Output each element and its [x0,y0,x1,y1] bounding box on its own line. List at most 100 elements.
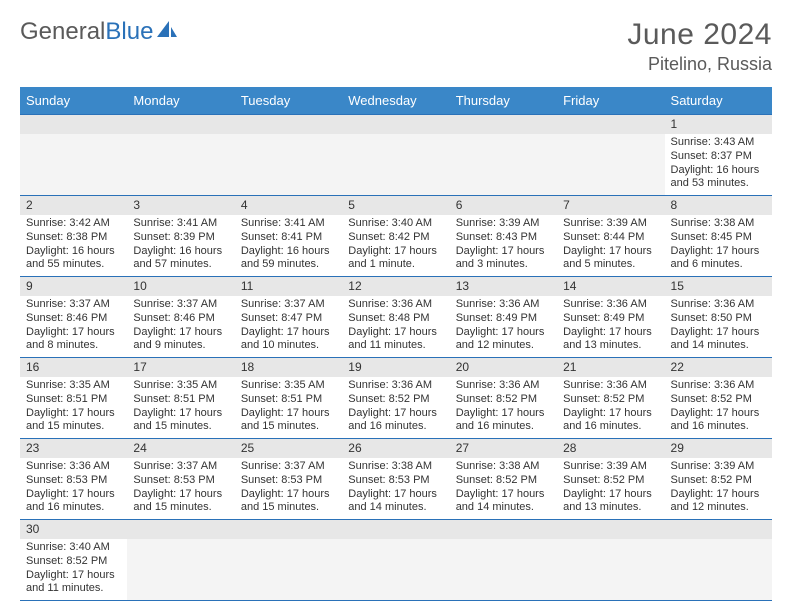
sunset-text: Sunset: 8:53 PM [241,474,336,488]
sunrise-text: Sunrise: 3:38 AM [348,460,443,474]
daylight-text: Daylight: 17 hours and 12 minutes. [456,326,551,354]
cell-body: Sunrise: 3:40 AMSunset: 8:42 PMDaylight:… [342,215,449,276]
cell-body: Sunrise: 3:36 AMSunset: 8:52 PMDaylight:… [450,377,557,438]
cell-body: Sunrise: 3:39 AMSunset: 8:52 PMDaylight:… [665,458,772,519]
sunrise-text: Sunrise: 3:43 AM [671,136,766,150]
calendar-cell: 13Sunrise: 3:36 AMSunset: 8:49 PMDayligh… [450,277,557,358]
day-number [342,115,449,134]
calendar-cell: 16Sunrise: 3:35 AMSunset: 8:51 PMDayligh… [20,358,127,439]
sunset-text: Sunset: 8:37 PM [671,150,766,164]
cell-body: Sunrise: 3:41 AMSunset: 8:39 PMDaylight:… [127,215,234,276]
calendar-table: Sunday Monday Tuesday Wednesday Thursday… [20,87,772,601]
sunrise-text: Sunrise: 3:37 AM [133,298,228,312]
day-number [557,520,664,539]
day-number [235,520,342,539]
daylight-text: Daylight: 17 hours and 11 minutes. [26,569,121,597]
day-number [127,520,234,539]
daylight-text: Daylight: 17 hours and 1 minute. [348,245,443,273]
sunrise-text: Sunrise: 3:38 AM [671,217,766,231]
cell-body: Sunrise: 3:43 AMSunset: 8:37 PMDaylight:… [665,134,772,195]
daylight-text: Daylight: 17 hours and 14 minutes. [671,326,766,354]
sunset-text: Sunset: 8:45 PM [671,231,766,245]
calendar-cell: 9Sunrise: 3:37 AMSunset: 8:46 PMDaylight… [20,277,127,358]
calendar-cell: 4Sunrise: 3:41 AMSunset: 8:41 PMDaylight… [235,196,342,277]
sunrise-text: Sunrise: 3:36 AM [456,298,551,312]
sunset-text: Sunset: 8:52 PM [671,393,766,407]
daylight-text: Daylight: 16 hours and 55 minutes. [26,245,121,273]
weekday-header: Wednesday [342,87,449,115]
sunset-text: Sunset: 8:46 PM [26,312,121,326]
day-number: 20 [450,358,557,377]
calendar-cell: 3Sunrise: 3:41 AMSunset: 8:39 PMDaylight… [127,196,234,277]
cell-body: Sunrise: 3:37 AMSunset: 8:53 PMDaylight:… [235,458,342,519]
cell-body: Sunrise: 3:36 AMSunset: 8:53 PMDaylight:… [20,458,127,519]
calendar-cell [665,520,772,601]
day-number [20,115,127,134]
cell-body: Sunrise: 3:37 AMSunset: 8:53 PMDaylight:… [127,458,234,519]
day-number: 16 [20,358,127,377]
sunset-text: Sunset: 8:53 PM [133,474,228,488]
day-number: 21 [557,358,664,377]
sunset-text: Sunset: 8:48 PM [348,312,443,326]
sunset-text: Sunset: 8:52 PM [348,393,443,407]
sunset-text: Sunset: 8:39 PM [133,231,228,245]
daylight-text: Daylight: 17 hours and 10 minutes. [241,326,336,354]
cell-body: Sunrise: 3:39 AMSunset: 8:52 PMDaylight:… [557,458,664,519]
cell-body: Sunrise: 3:37 AMSunset: 8:47 PMDaylight:… [235,296,342,357]
calendar-cell [342,520,449,601]
day-number: 7 [557,196,664,215]
sunrise-text: Sunrise: 3:37 AM [26,298,121,312]
sunset-text: Sunset: 8:43 PM [456,231,551,245]
daylight-text: Daylight: 17 hours and 15 minutes. [26,407,121,435]
calendar-cell: 30Sunrise: 3:40 AMSunset: 8:52 PMDayligh… [20,520,127,601]
sunrise-text: Sunrise: 3:42 AM [26,217,121,231]
daylight-text: Daylight: 17 hours and 15 minutes. [241,488,336,516]
day-number: 23 [20,439,127,458]
calendar-cell: 11Sunrise: 3:37 AMSunset: 8:47 PMDayligh… [235,277,342,358]
calendar-cell: 18Sunrise: 3:35 AMSunset: 8:51 PMDayligh… [235,358,342,439]
calendar-cell: 12Sunrise: 3:36 AMSunset: 8:48 PMDayligh… [342,277,449,358]
day-number [557,115,664,134]
calendar-row: 1Sunrise: 3:43 AMSunset: 8:37 PMDaylight… [20,115,772,196]
calendar-cell [235,520,342,601]
calendar-cell: 2Sunrise: 3:42 AMSunset: 8:38 PMDaylight… [20,196,127,277]
calendar-cell [20,115,127,196]
calendar-cell [127,115,234,196]
sunset-text: Sunset: 8:52 PM [671,474,766,488]
sunrise-text: Sunrise: 3:36 AM [563,379,658,393]
day-number [450,115,557,134]
sunrise-text: Sunrise: 3:39 AM [671,460,766,474]
calendar-cell: 14Sunrise: 3:36 AMSunset: 8:49 PMDayligh… [557,277,664,358]
day-number: 3 [127,196,234,215]
weekday-header: Friday [557,87,664,115]
cell-body: Sunrise: 3:35 AMSunset: 8:51 PMDaylight:… [20,377,127,438]
day-number [665,520,772,539]
sunrise-text: Sunrise: 3:40 AM [26,541,121,555]
daylight-text: Daylight: 17 hours and 16 minutes. [563,407,658,435]
day-number: 15 [665,277,772,296]
calendar-cell: 7Sunrise: 3:39 AMSunset: 8:44 PMDaylight… [557,196,664,277]
day-number: 24 [127,439,234,458]
cell-body: Sunrise: 3:37 AMSunset: 8:46 PMDaylight:… [127,296,234,357]
day-number: 14 [557,277,664,296]
sunset-text: Sunset: 8:52 PM [456,393,551,407]
month-title: June 2024 [627,18,772,52]
day-number: 17 [127,358,234,377]
day-number: 29 [665,439,772,458]
sunset-text: Sunset: 8:41 PM [241,231,336,245]
weekday-header: Sunday [20,87,127,115]
sunset-text: Sunset: 8:42 PM [348,231,443,245]
daylight-text: Daylight: 17 hours and 5 minutes. [563,245,658,273]
daylight-text: Daylight: 17 hours and 16 minutes. [26,488,121,516]
header-bar: GeneralBlue June 2024 Pitelino, Russia [20,18,772,75]
calendar-cell [450,115,557,196]
day-number: 13 [450,277,557,296]
sunset-text: Sunset: 8:44 PM [563,231,658,245]
day-number [450,520,557,539]
day-number [127,115,234,134]
day-number: 30 [20,520,127,539]
calendar-cell: 15Sunrise: 3:36 AMSunset: 8:50 PMDayligh… [665,277,772,358]
calendar-cell: 27Sunrise: 3:38 AMSunset: 8:52 PMDayligh… [450,439,557,520]
cell-body: Sunrise: 3:36 AMSunset: 8:52 PMDaylight:… [342,377,449,438]
day-number: 6 [450,196,557,215]
